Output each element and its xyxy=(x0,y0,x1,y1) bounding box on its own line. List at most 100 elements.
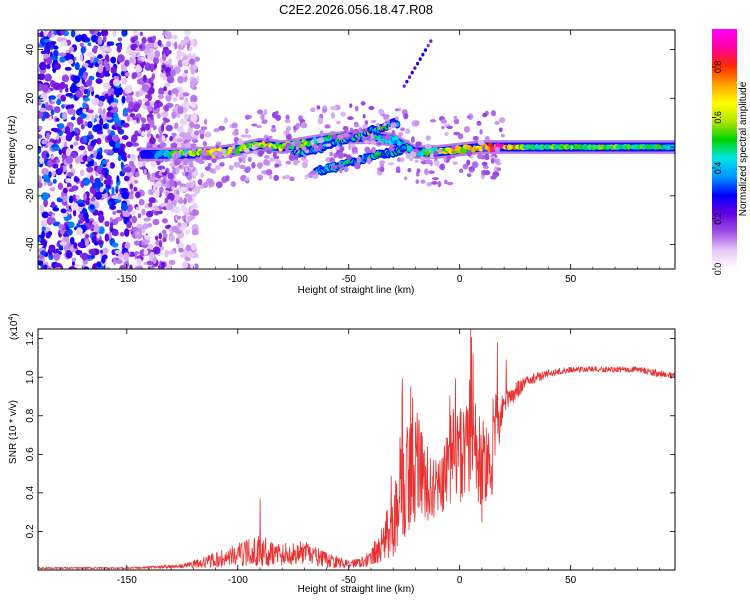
noise-speckle xyxy=(38,110,44,119)
tail-branch xyxy=(405,79,409,84)
faint-speckle xyxy=(390,122,397,129)
faint-speckle xyxy=(343,165,349,173)
noise-speckle xyxy=(126,115,131,122)
faint-speckle xyxy=(395,169,401,173)
faint-speckle xyxy=(433,150,439,156)
faint-speckle xyxy=(481,161,488,166)
noise-speckle xyxy=(161,218,168,224)
spectrogram-x-tick-label: 0 xyxy=(457,274,463,285)
noise-speckle xyxy=(165,41,172,48)
noise-speckle xyxy=(65,251,73,259)
noise-speckle xyxy=(92,182,97,189)
noise-speckle xyxy=(80,46,86,54)
noise-speckle xyxy=(163,118,170,123)
noise-speckle xyxy=(125,167,132,173)
noise-speckle xyxy=(46,63,51,70)
spectrogram-y-tick-label: -40 xyxy=(25,237,36,252)
snr-y-tick-label: 0.6 xyxy=(25,447,36,461)
faint-speckle xyxy=(325,157,331,163)
noise-speckle xyxy=(147,244,154,249)
faint-speckle xyxy=(398,132,403,137)
faint-speckle xyxy=(407,167,412,173)
noise-speckle xyxy=(82,259,89,265)
faint-speckle xyxy=(369,140,377,145)
noise-speckle xyxy=(68,195,74,204)
tail-branch xyxy=(429,39,433,43)
noise-speckle xyxy=(75,90,84,98)
noise-speckle xyxy=(113,257,117,266)
noise-speckle xyxy=(79,169,85,177)
faint-speckle xyxy=(200,172,204,179)
faint-speckle xyxy=(385,134,391,142)
faint-speckle xyxy=(482,146,486,151)
faint-speckle xyxy=(466,159,471,166)
snr-series-line xyxy=(38,329,675,570)
faint-speckle xyxy=(202,140,208,147)
noise-speckle xyxy=(153,103,158,111)
faint-speckle xyxy=(268,157,276,162)
noise-speckle xyxy=(43,240,47,249)
noise-speckle xyxy=(93,150,97,159)
noise-speckle xyxy=(100,133,106,140)
noise-speckle xyxy=(171,225,180,233)
noise-speckle xyxy=(139,249,145,257)
noise-speckle xyxy=(83,62,89,68)
ridge-core xyxy=(460,148,468,154)
noise-speckle xyxy=(169,135,173,142)
noise-speckle xyxy=(159,130,163,136)
noise-speckle xyxy=(117,194,122,201)
noise-speckle xyxy=(160,123,165,133)
snr-y-tick-label: 0.4 xyxy=(25,485,36,499)
noise-speckle xyxy=(50,201,56,209)
faint-speckle xyxy=(428,170,435,174)
noise-speckle xyxy=(117,37,123,42)
spectrogram-x-axis: -150 -100 -50 0 50 xyxy=(37,30,660,285)
noise-speckle xyxy=(189,84,195,89)
faint-speckle xyxy=(184,166,189,173)
noise-speckle xyxy=(100,30,109,37)
noise-speckle xyxy=(129,264,133,269)
faint-speckle xyxy=(268,174,273,180)
noise-speckle xyxy=(83,135,88,144)
noise-speckle xyxy=(78,202,85,207)
snr-x-tick-label: -100 xyxy=(228,575,248,586)
noise-speckle xyxy=(110,102,118,107)
noise-speckle xyxy=(159,142,167,148)
noise-speckle xyxy=(160,202,168,207)
noise-speckle xyxy=(121,77,128,85)
noise-speckle xyxy=(48,211,53,216)
noise-speckle xyxy=(119,264,126,269)
noise-speckle xyxy=(175,166,180,175)
noise-speckle xyxy=(136,258,142,266)
noise-speckle xyxy=(162,53,167,62)
noise-speckle xyxy=(50,109,55,116)
faint-speckle xyxy=(403,139,410,143)
noise-speckle xyxy=(61,135,67,141)
noise-speckle xyxy=(102,108,106,115)
ridge-core xyxy=(486,146,491,152)
figure-title: C2E2.2026.056.18.47.R08 xyxy=(279,2,433,17)
noise-speckle xyxy=(130,189,134,196)
faint-speckle xyxy=(305,149,310,154)
noise-speckle xyxy=(153,42,158,48)
noise-speckle xyxy=(95,191,102,200)
faint-speckle xyxy=(331,134,338,140)
noise-speckle xyxy=(158,101,164,107)
noise-speckle xyxy=(70,104,75,109)
faint-speckle xyxy=(275,110,279,115)
noise-speckle xyxy=(91,231,99,236)
noise-speckle xyxy=(87,51,95,58)
faint-speckle xyxy=(184,143,191,149)
noise-speckle xyxy=(116,44,122,53)
tail-branch xyxy=(421,52,425,57)
snr-x-tick-label: -50 xyxy=(342,575,357,586)
noise-speckle xyxy=(59,56,66,63)
noise-speckle xyxy=(102,35,107,43)
faint-speckle xyxy=(215,181,223,188)
colorbar-tick-label: 0.2 xyxy=(713,212,723,225)
noise-speckle xyxy=(152,246,161,255)
noise-speckle xyxy=(76,116,84,124)
spectrogram-y-label: Frequency (Hz) xyxy=(7,116,18,185)
noise-speckle xyxy=(46,57,53,66)
